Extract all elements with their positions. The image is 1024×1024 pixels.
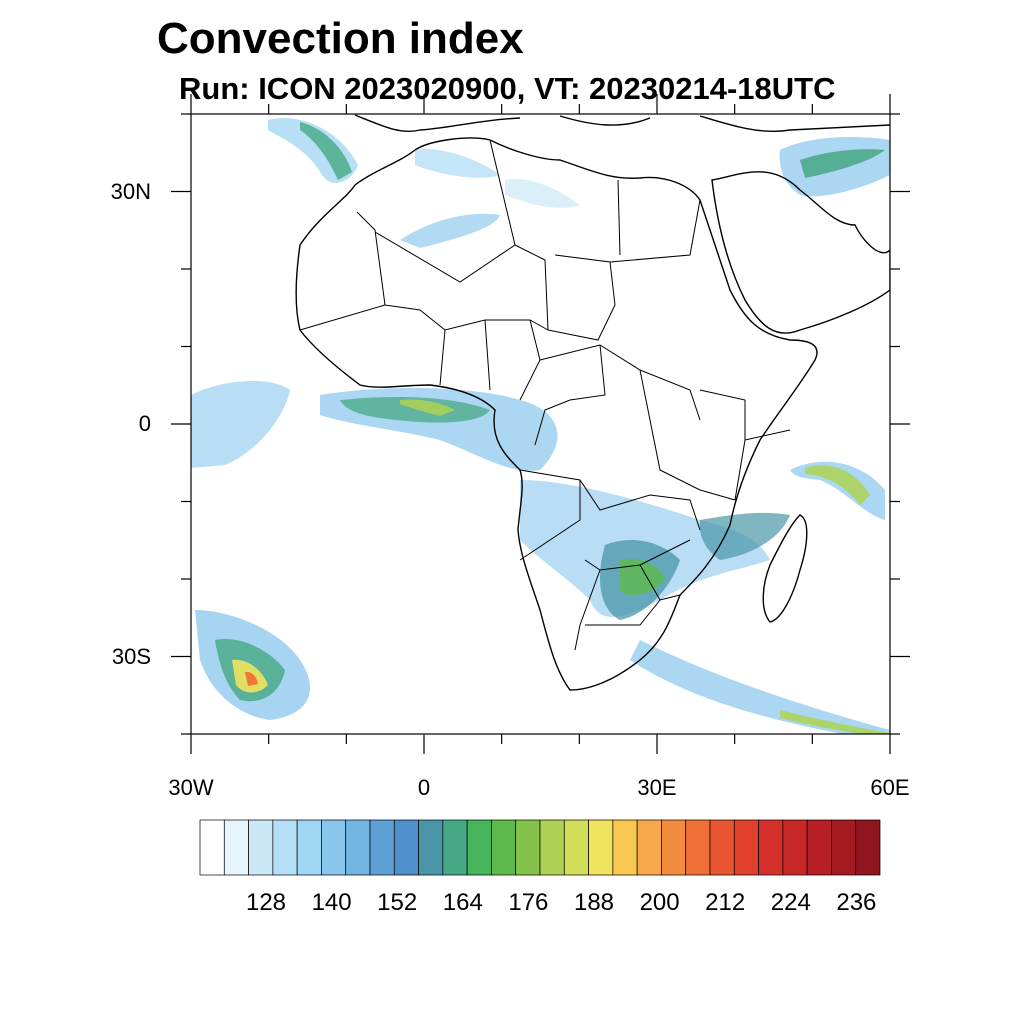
- colorbar-swatch: [636, 819, 662, 876]
- colorbar-swatch: [831, 819, 857, 876]
- colorbar-swatch: [539, 819, 565, 876]
- colorbar-swatch: [855, 819, 881, 876]
- colorbar-swatch: [418, 819, 444, 876]
- colorbar-label: 212: [705, 889, 746, 916]
- colorbar-swatch: [612, 819, 638, 876]
- colorbar-swatch: [758, 819, 784, 876]
- colorbar-swatch: [782, 819, 808, 876]
- colorbar-swatch: [199, 819, 225, 876]
- colorbar-label: 200: [639, 889, 680, 916]
- colorbar-swatch: [563, 819, 589, 876]
- country-borders: [299, 139, 791, 651]
- lon-label: 60E: [870, 775, 910, 800]
- colorbar-swatch: [321, 819, 347, 876]
- axis-ticks: [171, 94, 910, 754]
- lon-label: 30E: [637, 775, 677, 800]
- lon-label: 30W: [168, 775, 214, 800]
- colorbar-swatch: [296, 819, 322, 876]
- colorbar-label: 140: [311, 889, 352, 916]
- lon-label: 0: [417, 775, 431, 800]
- colorbar-swatch: [272, 819, 298, 876]
- colorbar-label: 128: [245, 889, 287, 916]
- colorbar-label: 152: [377, 889, 418, 916]
- colorbar-swatch: [515, 819, 541, 876]
- convection-field: [191, 118, 890, 734]
- colorbar-swatch: [369, 819, 395, 876]
- colorbar-swatch: [345, 819, 371, 876]
- colorbar-swatch: [491, 819, 517, 876]
- colorbar-swatch: [709, 819, 735, 876]
- colorbar-label: 236: [836, 889, 877, 916]
- colorbar-swatch: [393, 819, 419, 876]
- colorbar-label: 224: [770, 889, 811, 916]
- colorbar-label: 176: [508, 889, 549, 916]
- colorbar: [199, 819, 881, 876]
- lat-label: 30N: [110, 178, 151, 204]
- colorbar-swatch: [685, 819, 711, 876]
- colorbar-swatch: [661, 819, 687, 876]
- colorbar-label: 164: [442, 889, 483, 916]
- map-subtitle: Run: ICON 2023020900, VT: 20230214-18UTC: [179, 71, 836, 106]
- colorbar-swatch: [733, 819, 759, 876]
- lat-label: 0: [138, 411, 151, 436]
- lat-label: 30S: [111, 643, 151, 669]
- colorbar-swatch: [223, 819, 249, 876]
- colorbar-swatch: [466, 819, 492, 876]
- colorbar-swatch: [248, 819, 274, 876]
- map-title: Convection index: [157, 14, 524, 63]
- colorbar-label: 188: [573, 889, 615, 916]
- colorbar-swatch: [442, 819, 468, 876]
- colorbar-swatch: [806, 819, 832, 876]
- colorbar-swatch: [588, 819, 614, 876]
